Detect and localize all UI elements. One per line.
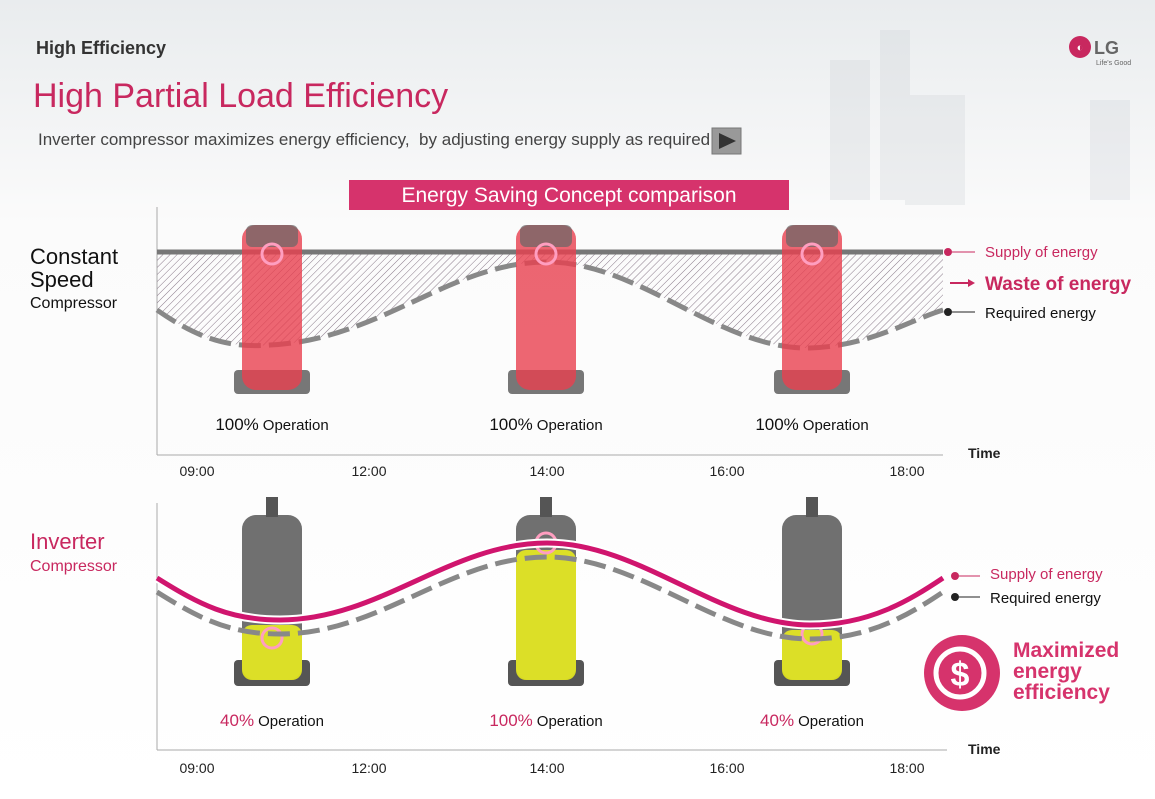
compressor-body: [516, 225, 576, 390]
legend: Supply of energy: [985, 244, 1098, 261]
operation-percent: 40%: [220, 711, 254, 730]
svg-text:$: $: [951, 656, 970, 694]
compressor-top: [520, 225, 572, 247]
waste-area: [157, 252, 943, 349]
legend-dot: [951, 572, 959, 580]
operation-label: 40% Operation: [220, 711, 324, 730]
compressor-head: [806, 497, 818, 517]
operation-percent: 100%: [489, 711, 532, 730]
axis-label: Time: [968, 445, 1001, 461]
subtitle: Inverter compressor maximizes energy eff…: [38, 130, 715, 149]
operation-text: Operation: [263, 417, 329, 434]
operation-percent: 100%: [215, 415, 258, 434]
compressor-load: [782, 630, 842, 680]
time-label: 12:00: [351, 463, 386, 479]
contact-ring: [260, 626, 284, 650]
legend: Required energy: [990, 590, 1101, 607]
panel-label: Constant Speed: [30, 244, 124, 292]
legend-dot: [951, 593, 959, 601]
operation-label: 100% Operation: [489, 711, 602, 730]
legend: Required energy: [985, 305, 1096, 322]
time-label: 09:00: [179, 760, 214, 776]
required-line: [155, 554, 945, 642]
badge: $ Maximized energy efficiency: [924, 635, 1125, 711]
operation-percent: 40%: [760, 711, 794, 730]
compressor-top: [246, 225, 298, 247]
contact-ring: [800, 242, 824, 266]
panel-sublabel: Compressor: [30, 295, 118, 312]
operation-label: 40% Operation: [760, 711, 864, 730]
time-label: 18:00: [889, 463, 924, 479]
compressor-top: [786, 225, 838, 247]
compressor-head: [266, 497, 278, 517]
lg-logo: ◐ LG Life's Good: [1069, 36, 1131, 67]
legend: Supply of energy: [990, 566, 1103, 583]
time-label: 16:00: [709, 463, 744, 479]
compressor-body: [782, 225, 842, 390]
legend-dot: [944, 248, 952, 256]
compressor-load: [516, 550, 576, 680]
operation-label: 100% Operation: [215, 415, 328, 434]
page-title: High Partial Load Efficiency: [33, 77, 448, 115]
compressor-body: [242, 225, 302, 390]
legend-arrow: [968, 279, 975, 287]
compressors: [234, 225, 850, 394]
legend: Waste of energy: [985, 274, 1131, 295]
operation-percent: 100%: [755, 415, 798, 434]
panel-constant: Constant Speed Compressor 100% Operation 1…: [30, 207, 1131, 479]
banner-box: [349, 180, 789, 210]
operation-text: Operation: [258, 713, 324, 730]
operation-text: Operation: [803, 417, 869, 434]
panel-sublabel: Compressor: [30, 558, 118, 575]
time-label: 14:00: [529, 760, 564, 776]
tagline: Life's Good: [1096, 60, 1131, 67]
time-label: 14:00: [529, 463, 564, 479]
panel-inverter: Inverter Compressor 40% Operation 100% Oper…: [30, 497, 1125, 776]
brand: LG: [1094, 38, 1119, 58]
contact-ring: [260, 242, 284, 266]
time-label: 12:00: [351, 760, 386, 776]
legend-dot: [944, 308, 952, 316]
compressor-load: [242, 625, 302, 680]
city-backdrop: [830, 30, 1130, 205]
operation-text: Operation: [537, 713, 603, 730]
time-label: 16:00: [709, 760, 744, 776]
compressor-head: [540, 497, 552, 517]
operation-text: Operation: [537, 417, 603, 434]
supply-line: [155, 540, 945, 628]
svg-text:◐: ◐: [1077, 42, 1084, 54]
operation-percent: 100%: [489, 415, 532, 434]
time-label: 09:00: [179, 463, 214, 479]
badge-text: Maximized energy efficiency: [1013, 639, 1125, 704]
banner: Energy Saving Concept comparison: [401, 184, 736, 207]
operation-text: Operation: [798, 713, 864, 730]
panel-label: Inverter: [30, 529, 105, 554]
contact-ring: [534, 242, 558, 266]
axis-label: Time: [968, 741, 1001, 757]
operation-label: 100% Operation: [755, 415, 868, 434]
operation-label: 100% Operation: [489, 415, 602, 434]
play-button[interactable]: [711, 127, 742, 155]
time-label: 18:00: [889, 760, 924, 776]
section-title: High Efficiency: [36, 38, 166, 58]
